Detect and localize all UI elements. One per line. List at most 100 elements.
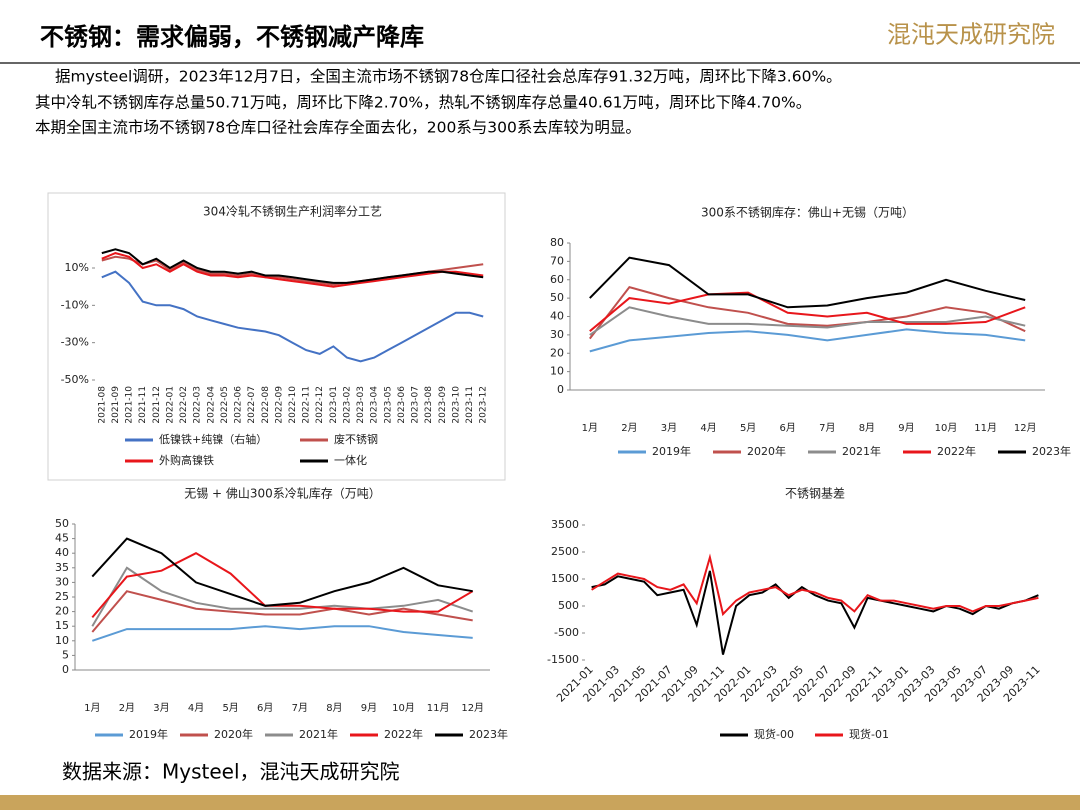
x-tick-label: 2022-12 — [315, 386, 325, 424]
series-line — [589, 306, 1026, 336]
series-line — [589, 328, 1026, 353]
x-tick-label: 11月 — [974, 422, 997, 434]
y-tick-label: 500 — [558, 599, 579, 612]
x-tick-label: 2022-09 — [274, 386, 284, 424]
series-line — [91, 625, 473, 642]
legend-label: 2023年 — [469, 727, 508, 741]
x-tick-label: 9月 — [361, 702, 377, 714]
y-tick-label: 35 — [55, 561, 69, 574]
y-tick-label: 70 — [550, 254, 564, 267]
series-line — [101, 248, 484, 284]
x-tick-label: 2022-06 — [234, 386, 244, 424]
y-tick-label: 80 — [550, 236, 564, 249]
legend-label: 2023年 — [1032, 444, 1071, 458]
logo: 混沌天成研究院 — [887, 21, 1055, 49]
chart-title: 300系不锈钢库存：佛山+无锡（万吨） — [701, 205, 914, 220]
y-tick-label: 60 — [550, 273, 564, 286]
slide-title: 不锈钢：需求偏弱，不锈钢减产降库 — [40, 23, 424, 51]
x-tick-label: 2023-02 — [342, 386, 352, 424]
x-tick-label: 7月 — [292, 702, 308, 714]
y-tick-label: -1500 — [547, 653, 579, 666]
intro-line: 其中冷轧不锈钢库存总量50.71万吨，周环比下降2.70%，热轧不锈钢库存总量4… — [35, 94, 811, 112]
y-tick-label: 25 — [55, 590, 69, 603]
x-tick-label: 2023-07 — [411, 386, 421, 424]
series-line — [91, 590, 473, 633]
legend-label: 2021年 — [299, 727, 338, 741]
x-tick-label: 2023-11 — [465, 386, 475, 424]
x-tick-label: 2023-04 — [370, 386, 380, 424]
x-tick-label: 10月 — [935, 422, 958, 434]
x-tick-label: 11月 — [427, 702, 450, 714]
y-tick-label: 15 — [55, 619, 69, 632]
legend-label: 2019年 — [652, 444, 691, 458]
legend-label: 2021年 — [842, 444, 881, 458]
chart-title: 304冷轧不锈钢生产利润率分工艺 — [203, 204, 382, 219]
legend-label: 2020年 — [747, 444, 786, 458]
x-tick-label: 2月 — [119, 702, 135, 714]
x-tick-label: 6月 — [257, 702, 273, 714]
chart-frame — [47, 192, 506, 481]
x-tick-label: 2023-10 — [451, 386, 461, 424]
x-tick-label: 2021-11 — [138, 386, 148, 424]
y-tick-label: 30 — [55, 575, 69, 588]
y-tick-label: 3500 — [551, 518, 579, 531]
y-tick-label: 5 — [62, 648, 69, 661]
x-tick-label: 2021-10 — [125, 386, 135, 424]
chart-title: 不锈钢基差 — [785, 487, 845, 501]
legend-label: 废不锈钢 — [334, 432, 378, 446]
legend-label: 一体化 — [334, 453, 367, 467]
x-tick-label: 2023-01 — [329, 386, 339, 424]
series-line — [589, 285, 1026, 340]
y-tick-label: 40 — [550, 310, 564, 323]
y-tick-label: 50 — [550, 291, 564, 304]
y-tick-label: 50 — [55, 517, 69, 530]
series-line — [91, 566, 474, 627]
x-tick-label: 9月 — [898, 422, 914, 434]
x-tick-label: 4月 — [700, 422, 716, 434]
y-tick-label: 45 — [55, 532, 69, 545]
x-tick-label: 2021-09 — [111, 386, 121, 424]
source: 数据来源：Mysteel，混沌天成研究院 — [62, 760, 400, 784]
y-tick-label: 2500 — [551, 545, 579, 558]
series-line — [591, 570, 1039, 655]
y-tick-label: 1500 — [551, 572, 579, 585]
y-tick-label: 20 — [550, 346, 564, 359]
y-tick-label: -10% — [61, 298, 89, 311]
x-tick-label: 2022-05 — [220, 386, 230, 424]
x-tick-label: 4月 — [188, 702, 204, 714]
series-line — [91, 537, 473, 607]
y-tick-label: 10 — [55, 634, 69, 647]
x-tick-label: 7月 — [819, 422, 835, 434]
legend-label: 2019年 — [129, 727, 168, 741]
x-tick-label: 5月 — [740, 422, 756, 434]
chart-title: 无锡 + 佛山300系冷轧库存（万吨） — [184, 486, 381, 501]
series-line — [589, 291, 1026, 332]
legend-label: 2022年 — [384, 727, 423, 741]
x-tick-label: 2021-12 — [152, 386, 162, 424]
legend-label: 低镍铁+纯镍（右轴） — [159, 432, 267, 446]
x-tick-label: 8月 — [859, 422, 875, 434]
y-tick-label: 30 — [550, 328, 564, 341]
y-tick-label: 40 — [55, 546, 69, 559]
x-tick-label: 2022-08 — [261, 386, 271, 424]
x-tick-label: 2月 — [621, 422, 637, 434]
y-tick-label: 10% — [65, 261, 89, 274]
x-tick-label: 12月 — [1014, 422, 1037, 434]
y-tick-label: -500 — [554, 626, 579, 639]
intro-line: 据mysteel调研，2023年12月7日，全国主流市场不锈钢78仓库口径社会总… — [55, 68, 842, 86]
x-tick-label: 2023-06 — [397, 386, 407, 424]
x-tick-label: 6月 — [780, 422, 796, 434]
y-tick-label: 10 — [550, 365, 564, 378]
x-tick-label: 2022-02 — [179, 386, 189, 424]
x-tick-label: 12月 — [461, 702, 484, 714]
x-tick-label: 2022-01 — [165, 386, 175, 424]
series-line — [91, 552, 474, 619]
y-tick-label: 20 — [55, 605, 69, 618]
y-tick-label: 0 — [557, 383, 564, 396]
x-tick-label: 5月 — [222, 702, 238, 714]
intro-line: 本期全国主流市场不锈钢78仓库口径社会库存全面去化，200系与300系去库较为明… — [35, 119, 641, 137]
x-tick-label: 3月 — [661, 422, 677, 434]
series-line — [101, 270, 484, 363]
